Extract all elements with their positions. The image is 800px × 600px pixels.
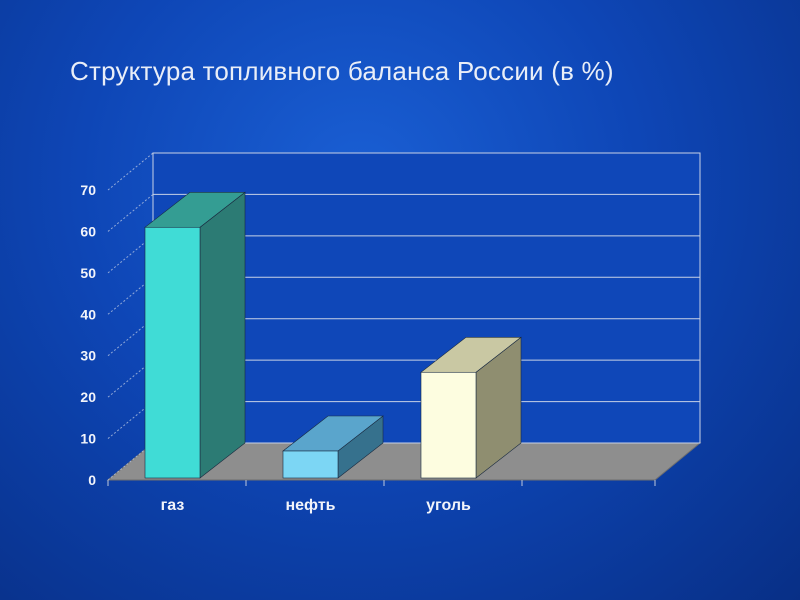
bar-газ	[144, 191, 246, 479]
x-tick-label: газ	[161, 497, 185, 514]
x-axis-ticks: газ нефть уголь	[107, 480, 656, 514]
chart-title: Структура топливного баланса России (в %…	[70, 56, 614, 86]
bar-front	[282, 450, 339, 479]
y-tick-label: 60	[80, 223, 96, 239]
bar-уголь	[420, 336, 522, 479]
y-axis-ticks: 0 10 20 30 40 50 60 70	[80, 182, 96, 488]
y-tick-label: 30	[80, 348, 96, 364]
gridline-depth	[107, 194, 154, 232]
y-tick-label: 20	[80, 389, 96, 405]
y-tick-label: 50	[80, 265, 96, 281]
bar-side	[199, 191, 246, 479]
bar-нефть	[282, 415, 384, 479]
y-tick-label: 0	[88, 472, 96, 488]
bar-front	[144, 226, 201, 479]
y-tick-label: 10	[80, 431, 96, 447]
bar-front	[420, 371, 477, 479]
chart-bars	[144, 191, 522, 479]
y-tick-label: 70	[80, 182, 96, 198]
x-tick-label: уголь	[426, 497, 471, 514]
y-tick-label: 40	[80, 306, 96, 322]
gridline-depth	[107, 152, 154, 191]
x-tick-label: нефть	[285, 497, 335, 514]
